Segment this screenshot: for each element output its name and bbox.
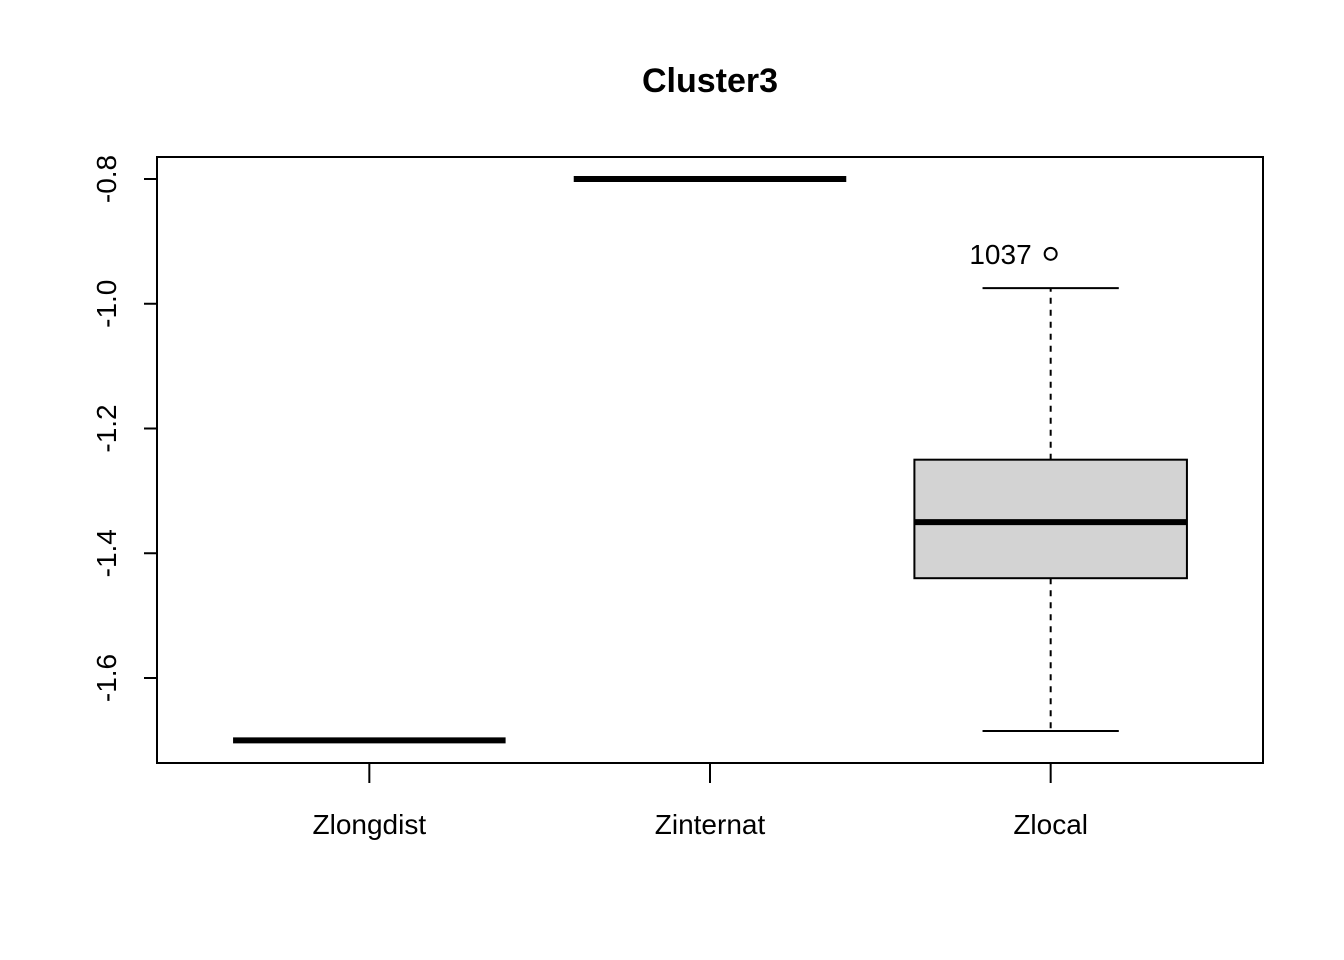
- chart-title: Cluster3: [642, 62, 778, 100]
- y-tick-label: -1.0: [91, 280, 122, 328]
- outlier-label: 1037: [969, 239, 1031, 270]
- x-tick-label: Zinternat: [655, 809, 766, 840]
- y-tick-label: -1.2: [91, 404, 122, 452]
- boxes: 1037: [233, 176, 1188, 744]
- y-axis: -0.8 -1.0 -1.2 -1.4 -1.6: [91, 155, 158, 702]
- x-tick-label: Zlongdist: [313, 809, 427, 840]
- y-tick-label: -0.8: [91, 155, 122, 203]
- iqr-box: [913, 458, 1188, 580]
- y-tick-label: -1.6: [91, 654, 122, 702]
- x-axis: Zlongdist Zinternat Zlocal: [313, 763, 1088, 840]
- x-tick-label: Zlocal: [1013, 809, 1088, 840]
- box-zlocal: 1037: [913, 239, 1188, 733]
- y-tick-label: -1.4: [91, 529, 122, 577]
- outlier-point: [1043, 246, 1058, 261]
